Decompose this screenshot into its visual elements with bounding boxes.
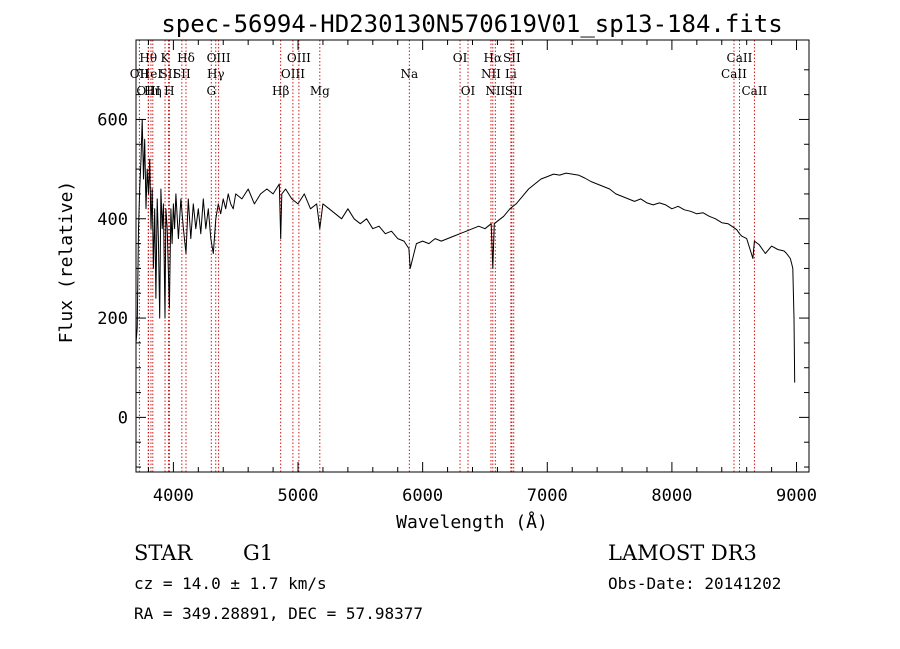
- x-tick-label: 9000: [776, 486, 817, 506]
- x-tick-label: 6000: [402, 486, 443, 506]
- line-marker-label: SII: [505, 84, 523, 98]
- x-tick-label: 4000: [153, 486, 194, 506]
- x-axis-label: Wavelength (Å): [396, 511, 548, 533]
- observation-date: Obs-Date: 20141202: [608, 574, 781, 593]
- line-marker-label: Na: [400, 67, 418, 81]
- line-marker-label: OIII: [287, 51, 311, 65]
- object-subclass: G1: [243, 541, 273, 565]
- line-marker-label: Mg: [310, 84, 330, 98]
- x-tick-label: 8000: [651, 486, 692, 506]
- line-marker-label: Hβ: [272, 84, 289, 98]
- survey-name: LAMOST DR3: [608, 541, 757, 565]
- y-tick-label: 400: [97, 210, 128, 230]
- object-class: STAR: [134, 541, 193, 565]
- line-marker-label: K: [161, 51, 171, 65]
- line-marker-label: OIII: [207, 51, 231, 65]
- line-marker-label: CaII: [741, 84, 767, 98]
- line-marker-label: NII: [485, 84, 505, 98]
- line-marker-label: NII: [481, 67, 501, 81]
- x-tick-label: 5000: [278, 486, 319, 506]
- line-marker-label: OIII: [281, 67, 305, 81]
- line-marker-label: HeI: [140, 67, 163, 81]
- axis-ticks: 4000 5000 6000 7000 8000 9000 0 200 400 600: [97, 40, 817, 506]
- line-marker-label: SII: [173, 67, 191, 81]
- line-marker-label: G: [206, 84, 216, 98]
- spectrum-trace-layer: [135, 118, 796, 383]
- line-marker-label: Hα: [484, 51, 503, 65]
- line-marker-label: CaII: [727, 51, 753, 65]
- line-marker-label: OI: [461, 84, 476, 98]
- line-marker-label: Hδ: [177, 51, 195, 65]
- line-marker-label: OI: [453, 51, 468, 65]
- line-marker-label: Li: [505, 67, 517, 81]
- plot-frame: [135, 39, 810, 473]
- y-axis-label: Flux (relative): [56, 181, 77, 344]
- x-tick-label: 7000: [527, 486, 568, 506]
- line-marker-label: SII: [503, 51, 521, 65]
- redshift-cz: cz = 14.0 ± 1.7 km/s: [134, 574, 327, 593]
- chart-title: spec-56994-HD230130N570619V01_sp13-184.f…: [161, 10, 782, 38]
- line-marker-label: CaII: [721, 67, 747, 81]
- line-marker-label: Hγ: [207, 67, 225, 81]
- ra-dec-coordinates: RA = 349.28891, DEC = 57.98377: [134, 604, 423, 623]
- y-tick-label: 600: [97, 110, 128, 130]
- line-marker-label: OII: [130, 67, 150, 81]
- line-marker-label: OIII: [136, 84, 160, 98]
- line-marker-label: SII: [160, 67, 178, 81]
- line-marker-label: Hη: [144, 84, 162, 98]
- y-tick-label: 200: [97, 309, 128, 329]
- y-tick-label: 0: [118, 408, 128, 428]
- line-marker-label: H: [164, 84, 174, 98]
- spectrum-trace: [135, 118, 796, 383]
